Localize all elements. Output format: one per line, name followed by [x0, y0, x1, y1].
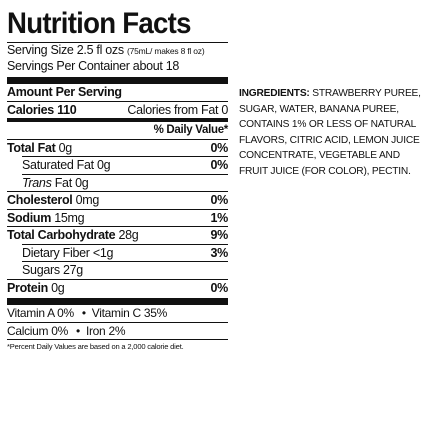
ingredients-block: INGREDIENTS: STRAWBERRY PUREE, SUGAR, WA… — [239, 86, 421, 180]
nutrient-row-total-fat: Total Fat 0g 0% — [7, 140, 228, 155]
calories-from-fat: Calories from Fat 0 — [127, 102, 228, 117]
serving-size: Serving Size 2.5 fl ozs (75mL/ makes 8 f… — [7, 43, 205, 57]
thick-divider — [7, 77, 228, 84]
vitamin-row-1: Vitamin A 0% • Vitamin C 35% — [7, 306, 168, 320]
nutrition-facts-title: Nutrition Facts — [7, 7, 191, 40]
amount-per-serving: Amount Per Serving — [7, 85, 122, 99]
nutrition-facts-panel: Nutrition Facts Serving Size 2.5 fl ozs … — [7, 8, 228, 353]
nutrient-row-cholesterol: Cholesterol 0mg 0% — [7, 193, 228, 207]
daily-value-header: % Daily Value* — [153, 124, 229, 136]
calories-row: Calories 110 Calories from Fat 0 — [7, 102, 228, 119]
footnote: *Percent Daily Values are based on a 2,0… — [7, 342, 184, 351]
ingredients-label: INGREDIENTS: — [239, 88, 310, 99]
thick-divider-vitamins — [7, 298, 228, 305]
nutrient-row-total-carbohydrate: Total Carbohydrate 28g 9% — [7, 228, 228, 242]
servings-per-container: Servings Per Container about 18 — [7, 59, 180, 73]
nutrient-row-protein: Protein 0g 0% — [7, 280, 228, 295]
ingredients-text: STRAWBERRY PUREE, SUGAR, WATER, BANANA P… — [239, 88, 421, 177]
nutrient-row-dietary-fiber: Dietary Fiber <1g 3% — [22, 245, 228, 260]
medium-divider — [7, 118, 228, 122]
nutrient-row-trans-fat: Trans Fat 0g — [22, 175, 89, 190]
calories: Calories 110 — [7, 102, 77, 117]
bullet: • — [81, 306, 86, 320]
vitamin-row-2: Calcium 0% • Iron 2% — [7, 323, 126, 338]
serving-size-note: (75mL/ makes 8 fl oz) — [126, 46, 205, 56]
nutrient-row-sodium: Sodium 15mg 1% — [7, 210, 228, 225]
bullet: • — [76, 323, 80, 338]
nutrient-row-saturated-fat: Saturated Fat 0g 0% — [22, 158, 228, 172]
nutrient-row-sugars: Sugars 27g — [22, 263, 83, 277]
